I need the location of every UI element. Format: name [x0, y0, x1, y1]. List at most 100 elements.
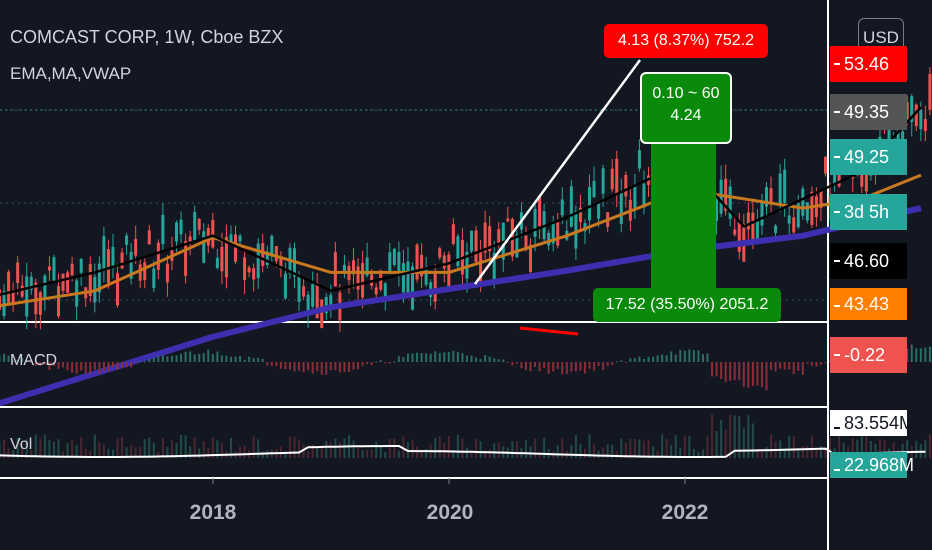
- macd-bar: [579, 362, 582, 371]
- candle-body: [125, 235, 129, 245]
- candle-body: [252, 268, 256, 280]
- macd-bar: [701, 354, 704, 362]
- volume-bar: [461, 438, 464, 458]
- volume-bar: [633, 439, 636, 458]
- volume-bar: [838, 435, 841, 458]
- macd-bar: [343, 362, 346, 373]
- volume-bar: [906, 440, 909, 458]
- macd-bar: [810, 362, 813, 366]
- volume-bar: [529, 446, 532, 458]
- volume-bar: [0, 441, 1, 458]
- measure-bottom-label[interactable]: 17.52 (35.50%) 2051.2: [593, 288, 781, 322]
- volume-bar: [534, 438, 537, 458]
- macd-bar: [488, 356, 491, 362]
- volume-bar: [783, 448, 786, 458]
- candle-body: [356, 266, 360, 290]
- macd-bar: [420, 353, 423, 362]
- candle-body: [247, 267, 251, 273]
- candle-body: [751, 212, 755, 241]
- macd-bar: [779, 362, 782, 369]
- candle-body: [11, 292, 15, 303]
- candle-body: [406, 261, 410, 294]
- price-tag-ema: 43.43: [830, 288, 907, 320]
- volume-bar: [792, 436, 795, 458]
- chart-title[interactable]: COMCAST CORP, 1W, Cboe BZX: [10, 27, 284, 47]
- volume-bar: [683, 435, 686, 458]
- candle-body: [914, 104, 918, 127]
- macd-bar: [98, 362, 101, 375]
- candle-body: [147, 230, 151, 245]
- volume-bar: [366, 449, 369, 458]
- volume-bar: [475, 438, 478, 458]
- macd-bar: [656, 355, 659, 362]
- candle-body: [79, 258, 83, 273]
- macd-bar: [180, 353, 183, 362]
- macd-bar: [447, 352, 450, 362]
- volume-bar: [479, 441, 482, 458]
- candle-body: [333, 252, 337, 287]
- candle-body: [769, 188, 773, 205]
- candle-body: [923, 119, 927, 131]
- measure-top-label[interactable]: 4.13 (8.37%) 752.2: [604, 24, 768, 58]
- macd-bar: [774, 362, 777, 372]
- macd-bar: [80, 362, 83, 371]
- macd-bar: [34, 362, 37, 366]
- candle-body: [424, 267, 428, 285]
- risk-reward-box[interactable]: 0.10 ~ 60 4.24: [640, 72, 732, 144]
- candle-body: [601, 168, 605, 194]
- volume-bar: [411, 439, 414, 458]
- candle-body: [633, 185, 637, 209]
- candle-body: [778, 173, 782, 204]
- macd-bar: [819, 362, 822, 365]
- volume-bar: [184, 435, 187, 458]
- macd-bar: [565, 362, 568, 375]
- candle-body: [588, 187, 592, 221]
- volume-bar: [71, 440, 74, 458]
- volume-bar: [352, 440, 355, 458]
- macd-bar: [797, 362, 800, 371]
- macd-bar: [130, 362, 133, 368]
- candle-body: [819, 190, 823, 209]
- macd-label[interactable]: MACD: [10, 352, 58, 369]
- macd-bar: [411, 353, 414, 362]
- volume-bar: [134, 447, 137, 458]
- macd-bar: [919, 348, 922, 362]
- candle-body: [515, 234, 519, 258]
- candle-body: [774, 225, 778, 234]
- macd-bar: [529, 362, 532, 372]
- volume-bar: [711, 414, 714, 458]
- macd-bar: [361, 362, 364, 366]
- volume-bar: [756, 450, 759, 458]
- candle-body: [34, 282, 38, 315]
- candle-body: [411, 266, 415, 310]
- macd-bar: [642, 359, 645, 362]
- candle-body: [492, 252, 496, 283]
- macd-bar: [697, 350, 700, 362]
- macd-bar: [425, 353, 428, 362]
- candle-body: [224, 236, 228, 278]
- volume-bar: [583, 448, 586, 458]
- candle-body: [760, 200, 764, 226]
- macd-bar: [84, 362, 87, 374]
- volume-bar: [7, 448, 10, 458]
- macd-bar: [915, 348, 918, 362]
- candle-body: [483, 222, 487, 253]
- macd-bar: [661, 354, 664, 362]
- volume-label[interactable]: Vol: [10, 436, 33, 453]
- macd-bar: [298, 362, 301, 371]
- macd-bar: [261, 358, 264, 362]
- candle-body: [896, 130, 900, 145]
- volume-bar: [697, 451, 700, 458]
- macd-bar: [370, 362, 373, 366]
- macd-bar: [524, 362, 527, 371]
- candle-body: [16, 262, 20, 284]
- macd-bar: [229, 356, 232, 362]
- macd-bar: [216, 351, 219, 362]
- candle-body: [66, 272, 70, 293]
- macd-bar: [720, 362, 723, 379]
- candle-body: [755, 220, 759, 239]
- candle-body: [928, 74, 932, 110]
- indicator-list[interactable]: EMA,MA,VWAP: [10, 64, 132, 83]
